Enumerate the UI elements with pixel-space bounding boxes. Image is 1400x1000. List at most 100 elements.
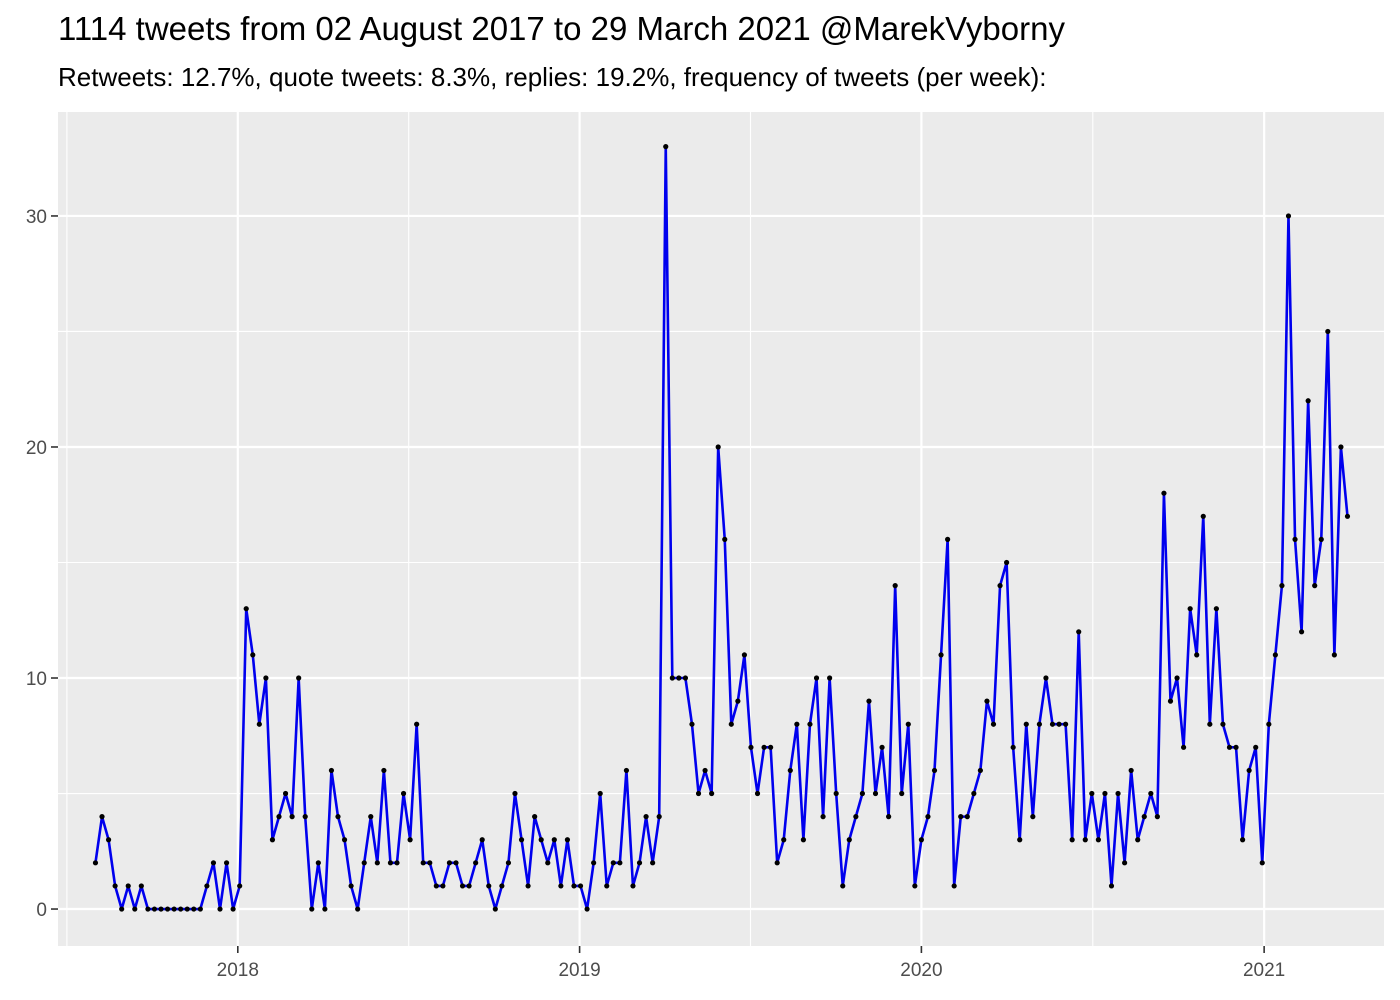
data-point xyxy=(866,698,872,704)
data-point xyxy=(689,721,695,727)
data-point xyxy=(1181,744,1187,750)
data-point xyxy=(1344,513,1351,519)
data-point xyxy=(230,906,236,912)
data-point xyxy=(571,883,577,889)
data-point xyxy=(394,860,400,866)
data-point xyxy=(92,860,99,866)
data-point xyxy=(282,790,289,797)
data-point xyxy=(440,883,446,889)
data-point xyxy=(650,860,656,866)
data-point xyxy=(335,814,341,820)
data-point xyxy=(374,860,380,866)
data-point xyxy=(846,837,852,843)
data-point xyxy=(702,767,708,774)
data-point xyxy=(512,790,518,797)
data-point xyxy=(322,906,328,912)
data-point xyxy=(276,814,282,820)
data-point xyxy=(368,814,374,820)
data-point xyxy=(859,790,866,797)
data-point xyxy=(119,906,125,912)
data-point xyxy=(630,883,636,889)
data-point xyxy=(709,790,715,797)
data-point xyxy=(577,883,584,889)
data-point xyxy=(610,860,616,866)
data-point xyxy=(1102,790,1108,797)
data-point xyxy=(813,675,820,681)
data-point xyxy=(427,860,433,866)
data-point xyxy=(604,883,610,889)
data-point xyxy=(656,814,662,820)
data-point xyxy=(1049,721,1056,727)
data-point xyxy=(695,790,702,797)
x-tick-label: 2019 xyxy=(558,960,600,981)
data-point xyxy=(905,721,911,727)
x-axis-tick-labels: 2018 2019 2020 2021 xyxy=(217,960,1286,981)
data-point xyxy=(355,906,361,912)
data-point xyxy=(715,444,721,450)
x-tick-label: 2021 xyxy=(1243,960,1285,981)
data-point xyxy=(1194,652,1200,658)
data-point xyxy=(171,906,177,912)
data-point xyxy=(1246,767,1252,774)
data-point xyxy=(223,860,230,866)
data-point xyxy=(545,860,551,866)
data-point xyxy=(591,860,597,866)
data-point xyxy=(1207,721,1213,727)
data-point xyxy=(748,744,754,750)
data-point xyxy=(1043,675,1049,681)
data-point xyxy=(794,721,800,727)
data-point xyxy=(1023,721,1029,727)
data-point xyxy=(184,906,190,912)
data-point xyxy=(105,837,112,843)
data-point xyxy=(1213,606,1219,612)
data-point xyxy=(768,744,774,750)
data-point xyxy=(466,883,472,889)
major-gridlines xyxy=(58,112,1384,946)
data-point xyxy=(1253,744,1259,750)
data-point xyxy=(204,883,210,889)
data-point xyxy=(682,675,689,681)
data-point xyxy=(99,814,105,820)
data-point xyxy=(892,583,898,589)
data-point xyxy=(1076,629,1082,635)
data-point xyxy=(178,906,184,912)
data-point xyxy=(1259,860,1265,866)
data-point xyxy=(269,837,276,843)
y-tick-label: 0 xyxy=(36,900,47,921)
data-point xyxy=(1030,814,1036,820)
data-point xyxy=(446,860,453,866)
data-point xyxy=(1220,721,1226,727)
data-point xyxy=(1095,837,1101,843)
data-point xyxy=(505,860,512,866)
data-point xyxy=(453,860,459,866)
data-point xyxy=(636,860,643,866)
y-tick-label: 10 xyxy=(26,669,47,690)
data-point xyxy=(1338,444,1344,450)
data-point xyxy=(1292,536,1298,543)
data-point xyxy=(525,883,531,889)
data-point xyxy=(132,906,138,912)
data-point xyxy=(328,767,335,774)
data-point xyxy=(879,744,885,750)
data-point xyxy=(1187,606,1193,612)
data-point xyxy=(151,906,158,912)
data-point xyxy=(158,906,164,912)
data-point xyxy=(263,675,269,681)
data-point xyxy=(479,837,485,843)
y-axis-tick-labels: 0 10 20 30 xyxy=(26,207,47,921)
y-tick-label: 30 xyxy=(26,207,47,228)
data-point xyxy=(977,767,983,774)
data-point xyxy=(164,906,171,912)
data-point xyxy=(564,837,571,843)
data-point xyxy=(381,767,387,774)
data-point xyxy=(964,814,970,820)
data-point xyxy=(663,144,669,150)
data-point xyxy=(250,652,256,658)
data-point xyxy=(990,721,997,727)
chart-title: 1114 tweets from 02 August 2017 to 29 Ma… xyxy=(58,10,1065,47)
data-point xyxy=(1174,675,1180,681)
data-point xyxy=(1154,814,1160,820)
data-point xyxy=(1285,213,1292,219)
data-point xyxy=(728,721,734,727)
